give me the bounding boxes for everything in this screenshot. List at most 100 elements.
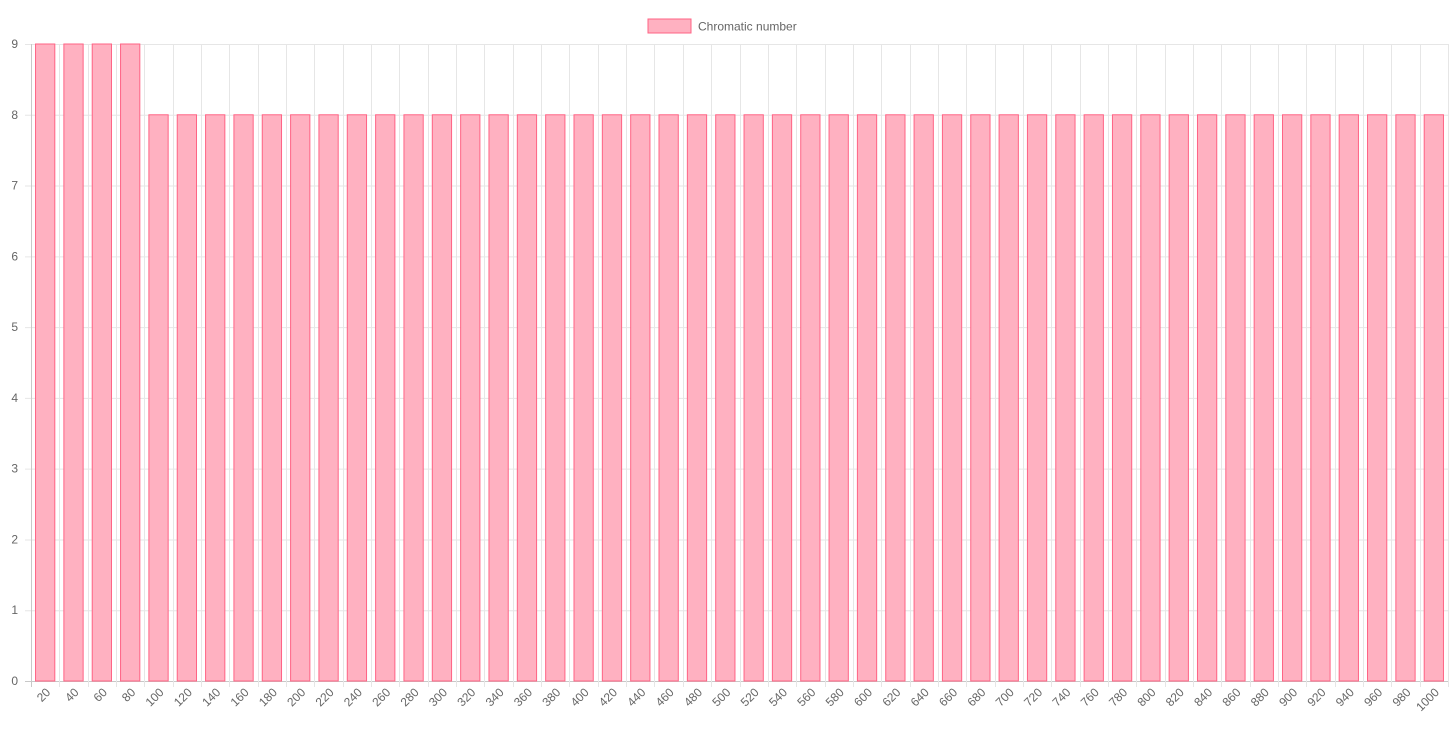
bar[interactable] <box>1225 114 1246 682</box>
y-tick-label: 1 <box>11 603 18 617</box>
bar[interactable] <box>1395 114 1416 682</box>
bar[interactable] <box>658 114 679 682</box>
bar[interactable] <box>1367 114 1388 682</box>
bar[interactable] <box>1338 114 1359 682</box>
bar[interactable] <box>856 114 878 682</box>
x-tick-label: 560 <box>794 685 818 709</box>
y-tick-label: 0 <box>11 674 18 688</box>
bar[interactable] <box>431 114 453 682</box>
x-tick-label: 80 <box>119 685 139 705</box>
x-tick-label: 860 <box>1220 685 1244 709</box>
x-tick-label: 300 <box>426 685 450 709</box>
legend-swatch[interactable] <box>647 18 692 34</box>
bar[interactable] <box>318 114 339 682</box>
y-tick-label: 8 <box>11 108 18 122</box>
x-tick-label: 280 <box>398 685 422 709</box>
legend[interactable]: Chromatic number <box>647 18 797 34</box>
x-tick-label: 760 <box>1078 685 1102 709</box>
x-tick-label: 120 <box>171 685 195 709</box>
x-tick-label: 640 <box>908 685 932 709</box>
bar[interactable] <box>1083 114 1104 682</box>
bar[interactable] <box>1253 114 1274 682</box>
y-tick-label: 9 <box>11 37 18 51</box>
y-tick-label: 7 <box>11 179 18 193</box>
bar[interactable] <box>1140 114 1161 682</box>
x-tick-label: 960 <box>1361 685 1385 709</box>
bar[interactable] <box>120 43 141 682</box>
bar[interactable] <box>176 114 198 682</box>
x-tick-label: 320 <box>454 685 478 709</box>
x-tick-label: 340 <box>483 685 507 709</box>
x-tick-label: 200 <box>284 685 308 709</box>
x-tick-label: 100 <box>143 685 167 709</box>
x-tick-label: 540 <box>766 685 790 709</box>
bar[interactable] <box>1281 114 1303 682</box>
bar[interactable] <box>290 114 311 682</box>
y-tick-label: 4 <box>11 391 18 405</box>
x-tick-label: 660 <box>936 685 960 709</box>
x-tick-label: 420 <box>596 685 620 709</box>
bar[interactable] <box>148 114 169 682</box>
bar[interactable] <box>1168 114 1189 682</box>
bar[interactable] <box>828 114 849 682</box>
x-tick-label: 700 <box>993 685 1017 709</box>
x-tick-label: 480 <box>681 685 705 709</box>
bar[interactable] <box>970 114 991 682</box>
x-tick-label: 140 <box>199 685 223 709</box>
x-tick-label: 940 <box>1333 685 1357 709</box>
bar[interactable] <box>601 114 623 682</box>
bar[interactable] <box>743 114 764 682</box>
bar[interactable] <box>63 43 84 682</box>
x-tick-label: 180 <box>256 685 280 709</box>
bar[interactable] <box>573 114 594 682</box>
bar[interactable] <box>261 114 283 682</box>
bar[interactable] <box>913 114 934 682</box>
x-tick-label: 240 <box>341 685 365 709</box>
x-tick-label: 160 <box>228 685 252 709</box>
x-tick-label: 40 <box>62 685 82 705</box>
x-tick-label: 980 <box>1390 685 1414 709</box>
x-tick-label: 440 <box>624 685 648 709</box>
x-tick-label: 380 <box>539 685 563 709</box>
x-tick-label: 1000 <box>1413 685 1442 714</box>
bar[interactable] <box>545 114 566 682</box>
bar[interactable] <box>800 114 821 682</box>
x-tick-label: 580 <box>823 685 847 709</box>
x-tick-label: 260 <box>369 685 393 709</box>
x-tick-label: 900 <box>1276 685 1300 709</box>
bar[interactable] <box>375 114 396 682</box>
x-tick-label: 600 <box>851 685 875 709</box>
x-tick-label: 500 <box>709 685 733 709</box>
bar[interactable] <box>1310 114 1331 682</box>
y-tick-label: 6 <box>11 249 18 263</box>
bar[interactable] <box>346 114 368 682</box>
x-tick-label: 620 <box>879 685 903 709</box>
bar[interactable] <box>885 114 906 682</box>
x-tick-label: 60 <box>91 685 111 705</box>
bar[interactable] <box>941 114 963 682</box>
bar[interactable] <box>1111 114 1133 682</box>
y-tick-label: 2 <box>11 532 18 546</box>
bar[interactable] <box>205 114 226 682</box>
bar[interactable] <box>460 114 481 682</box>
bar[interactable] <box>771 114 793 682</box>
bar[interactable] <box>91 43 112 682</box>
bar[interactable] <box>1026 114 1048 682</box>
bar[interactable] <box>1196 114 1218 682</box>
bar[interactable] <box>1055 114 1076 682</box>
x-tick-label: 220 <box>313 685 337 709</box>
bar[interactable] <box>516 114 538 682</box>
bar[interactable] <box>630 114 651 682</box>
x-tick-label: 780 <box>1106 685 1130 709</box>
bar[interactable] <box>715 114 736 682</box>
bar[interactable] <box>488 114 509 682</box>
bar[interactable] <box>998 114 1019 682</box>
legend-label[interactable]: Chromatic number <box>698 20 797 34</box>
bar[interactable] <box>35 43 56 682</box>
bar[interactable] <box>233 114 254 682</box>
bar[interactable] <box>403 114 424 682</box>
bar[interactable] <box>1423 114 1444 682</box>
bar[interactable] <box>686 114 708 682</box>
